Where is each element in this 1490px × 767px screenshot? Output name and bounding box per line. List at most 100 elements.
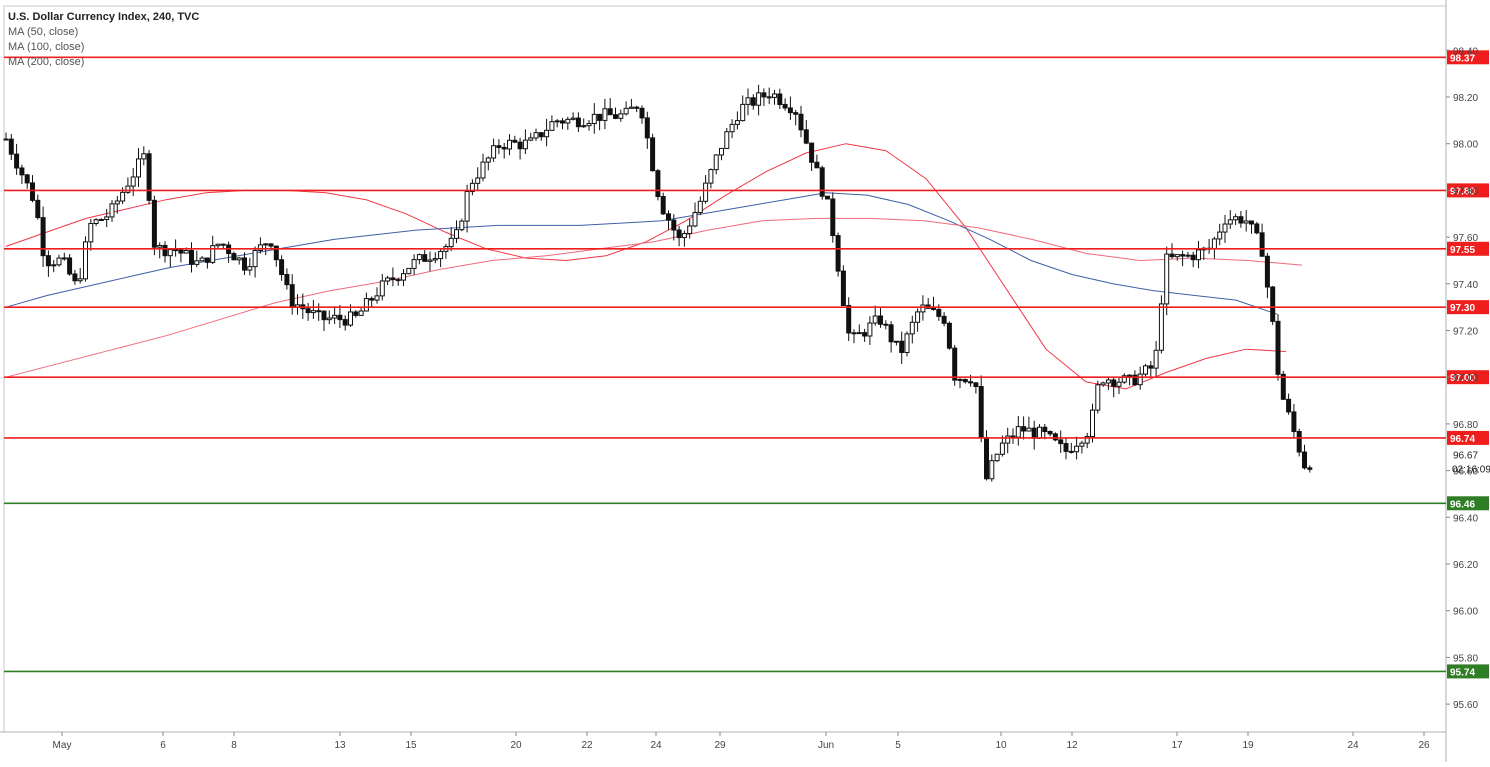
candle-body <box>602 108 608 121</box>
candle-body <box>162 244 168 257</box>
candle-body <box>401 273 406 281</box>
x-tick-label: 29 <box>714 740 726 751</box>
candle-body <box>920 304 926 313</box>
candle-body <box>252 249 258 268</box>
candle-body <box>1264 255 1270 288</box>
candle-body <box>98 218 104 221</box>
candle-body <box>957 378 963 381</box>
candle-body <box>1026 427 1032 432</box>
candle-body <box>363 298 369 312</box>
candle-body <box>703 182 709 202</box>
candle-body <box>56 257 62 266</box>
support-level-label: 95.74 <box>1450 667 1475 678</box>
support-level-tag <box>1447 664 1489 679</box>
candle-body <box>305 308 311 314</box>
candle-body <box>1148 365 1154 369</box>
candle-body <box>268 243 274 247</box>
candle-body <box>385 277 391 282</box>
candle-body <box>1238 216 1244 224</box>
candle-body <box>1169 253 1175 258</box>
candle-body <box>507 139 512 150</box>
candle-body <box>1132 374 1138 386</box>
candle-body <box>1153 349 1159 369</box>
candle-body <box>30 182 35 201</box>
x-tick-label: 20 <box>510 740 522 751</box>
resistance-level-label: 97.55 <box>1450 245 1475 256</box>
candle-body <box>1010 435 1016 438</box>
candle-body <box>586 123 592 127</box>
candle-body <box>740 103 746 122</box>
candle-body <box>999 442 1005 455</box>
y-tick-label: 96.40 <box>1453 513 1478 524</box>
candle-body <box>512 139 518 143</box>
x-tick-label: 15 <box>405 740 417 751</box>
candle-body <box>157 244 163 248</box>
candle-body <box>1280 373 1286 400</box>
candle-body <box>814 161 820 169</box>
x-tick-label: 26 <box>1418 740 1430 751</box>
candle-body <box>337 314 343 321</box>
candle-body <box>1021 426 1027 432</box>
x-tick-label: 6 <box>160 740 166 751</box>
candle-body <box>745 97 751 105</box>
candle-body <box>650 137 656 172</box>
candle-body <box>517 141 523 150</box>
candle-body <box>1296 431 1302 453</box>
candle-body <box>257 244 263 251</box>
candle-body <box>369 298 375 301</box>
candle-body <box>697 200 703 214</box>
resistance-level-tag <box>1447 300 1489 315</box>
candle-body <box>687 225 693 235</box>
candle-body <box>878 315 883 325</box>
candle-body <box>173 249 179 252</box>
candle-body <box>72 273 78 282</box>
x-tick-label: May <box>53 740 72 751</box>
candle-body <box>973 382 979 388</box>
candle-body <box>1111 379 1117 387</box>
candle-body <box>734 120 740 125</box>
candle-body <box>660 196 666 215</box>
candle-body <box>146 153 152 201</box>
resistance-level-label: 96.74 <box>1450 434 1475 445</box>
candle-body <box>644 117 650 139</box>
candle-body <box>422 254 428 262</box>
candle-body <box>777 93 783 105</box>
candle-body <box>1079 442 1085 447</box>
x-tick-label: 17 <box>1171 740 1183 751</box>
candle-body <box>1180 254 1186 257</box>
candle-body <box>533 132 539 139</box>
candle-body <box>962 378 968 383</box>
candle-body <box>1143 365 1148 375</box>
candle-body <box>1286 398 1292 413</box>
candle-body <box>332 314 338 319</box>
candle-body <box>8 138 14 155</box>
candle-body <box>931 307 936 310</box>
candle-body <box>565 118 571 124</box>
candle-body <box>210 245 216 263</box>
resistance-level-label: 97.00 <box>1450 373 1475 384</box>
candle-body <box>93 219 99 225</box>
x-tick-label: 10 <box>995 740 1007 751</box>
x-tick-label: 24 <box>1347 740 1359 751</box>
candle-body <box>310 310 316 314</box>
resistance-level-tag <box>1447 430 1489 445</box>
candle-body <box>491 145 497 159</box>
candle-body <box>1005 435 1011 444</box>
candle-body <box>819 167 825 197</box>
candle-body <box>835 235 841 272</box>
current-price-label: 96.67 <box>1453 450 1478 461</box>
candle-body <box>459 220 465 231</box>
candle-body <box>581 125 587 128</box>
candle-body <box>915 311 921 323</box>
candle-body <box>454 229 459 239</box>
candle-body <box>1185 254 1191 257</box>
candle-body <box>51 264 57 267</box>
y-tick-label: 97.60 <box>1453 233 1478 244</box>
candle-body <box>448 237 454 248</box>
candle-body <box>1254 223 1260 234</box>
support-level-label: 96.46 <box>1450 499 1475 510</box>
candle-body <box>713 154 719 171</box>
candle-body <box>772 93 777 98</box>
candle-body <box>348 311 353 326</box>
